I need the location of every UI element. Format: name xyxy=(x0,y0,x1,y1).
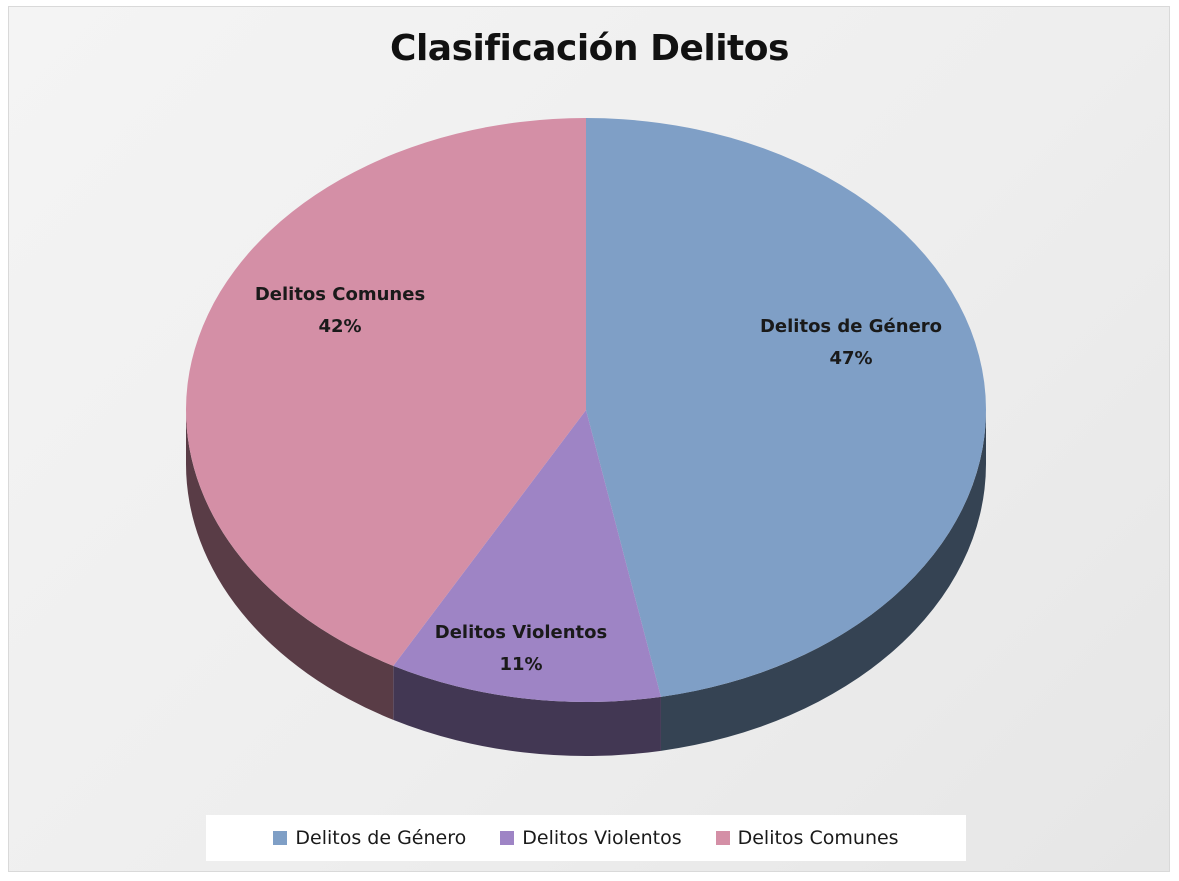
legend-label-genero: Delitos de Género xyxy=(295,827,467,849)
legend: Delitos de Género Delitos Violentos Deli… xyxy=(206,815,966,861)
legend-swatch-genero xyxy=(273,831,288,845)
pie-slice-violentos xyxy=(393,410,661,702)
slice-value-genero: 47% xyxy=(829,348,872,369)
legend-item-comunes[interactable]: Delitos Comunes xyxy=(715,827,899,849)
slice-name-genero: Delitos de Género xyxy=(760,316,942,337)
slice-name-comunes: Delitos Comunes xyxy=(255,284,425,305)
pie-labels: Delitos de Género 47% Delitos Violentos 11%… xyxy=(255,284,942,675)
chart-title: Clasificación Delitos xyxy=(390,28,789,69)
legend-label-violentos: Delitos Violentos xyxy=(522,827,682,849)
legend-item-genero[interactable]: Delitos de Género xyxy=(273,827,466,849)
pie-slice-genero xyxy=(586,118,987,697)
legend-swatch-violentos xyxy=(500,831,515,845)
legend-label-comunes: Delitos Comunes xyxy=(737,827,899,849)
legend-swatch-comunes xyxy=(715,831,730,845)
pie-side-comunes xyxy=(185,410,394,720)
pie-tops xyxy=(185,118,987,702)
slice-value-comunes: 42% xyxy=(318,316,361,337)
pie-slice-comunes xyxy=(185,118,587,666)
legend-item-violentos[interactable]: Delitos Violentos xyxy=(500,827,682,849)
slice-name-violentos: Delitos Violentos xyxy=(435,622,607,643)
pie-side-violentos xyxy=(393,665,661,757)
pie-side-genero xyxy=(660,410,986,751)
pie-sides xyxy=(185,410,986,757)
slice-value-violentos: 11% xyxy=(499,654,542,675)
